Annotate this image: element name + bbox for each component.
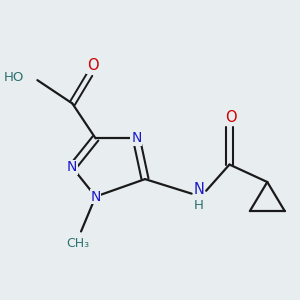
Text: N: N xyxy=(67,160,77,175)
Text: N: N xyxy=(131,131,142,146)
Text: N: N xyxy=(90,190,101,204)
Text: O: O xyxy=(87,58,98,73)
Text: N: N xyxy=(194,182,204,197)
Text: O: O xyxy=(225,110,237,125)
Text: HO: HO xyxy=(4,71,24,84)
Text: CH₃: CH₃ xyxy=(67,237,90,250)
Text: H: H xyxy=(194,199,204,212)
